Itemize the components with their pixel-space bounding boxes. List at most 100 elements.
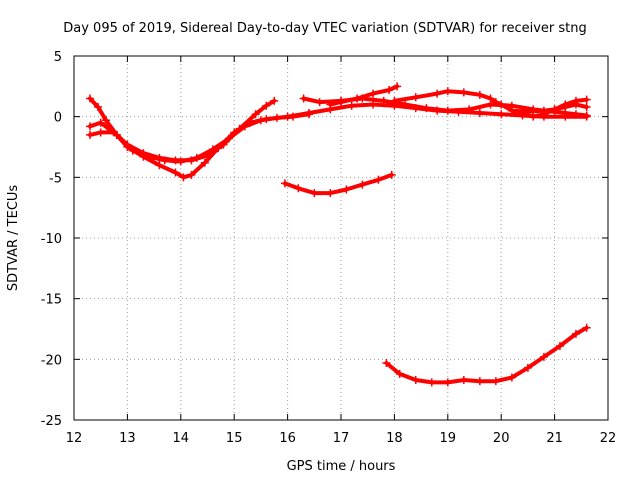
data-point <box>251 110 260 119</box>
x-tick-label: 13 <box>119 431 136 446</box>
data-point <box>523 363 532 372</box>
data-point <box>459 88 468 97</box>
data-point <box>465 105 474 114</box>
y-tick-label: 5 <box>54 50 62 65</box>
series-line <box>384 325 589 385</box>
data-point <box>288 112 297 121</box>
axis-ticks: 12 13 14 15 16 17 18 19 20 21 22 5 0 -5 -10 -15 -20 -25 <box>41 50 617 446</box>
data-point <box>256 116 265 125</box>
data-point <box>385 85 394 94</box>
data-point <box>443 87 452 96</box>
data-point <box>582 323 591 332</box>
series-line <box>282 172 394 196</box>
data-point <box>86 122 95 131</box>
data-point <box>411 375 420 384</box>
x-axis-label: GPS time / hours <box>287 459 396 474</box>
y-tick-label: -20 <box>41 353 62 368</box>
data-point <box>459 375 468 384</box>
data-point <box>342 185 351 194</box>
data-point <box>571 100 580 109</box>
x-tick-label: 19 <box>440 431 457 446</box>
data-point <box>294 184 303 193</box>
y-tick-label: 0 <box>54 111 62 126</box>
data-point <box>358 180 367 189</box>
data-point <box>160 156 169 165</box>
data-point <box>433 89 442 98</box>
data-point <box>523 107 532 116</box>
series-track-8 <box>280 170 396 198</box>
x-tick-label: 12 <box>66 431 83 446</box>
data-point <box>529 112 538 121</box>
series-track-3 <box>86 110 313 166</box>
x-tick-label: 21 <box>546 431 563 446</box>
data-point <box>304 110 313 119</box>
data-point <box>86 94 95 103</box>
data-point <box>443 378 452 387</box>
data-point <box>393 82 402 91</box>
data-point <box>507 373 516 382</box>
data-point <box>280 179 289 188</box>
data-point <box>96 128 105 137</box>
data-point <box>427 378 436 387</box>
data-point <box>550 105 559 114</box>
y-tick-label: -10 <box>41 232 62 247</box>
data-point <box>326 100 335 109</box>
x-tick-label: 15 <box>226 431 243 446</box>
data-point <box>475 377 484 386</box>
chart-title: Day 095 of 2019, Sidereal Day-to-day VTE… <box>63 21 587 36</box>
data-point <box>582 102 591 111</box>
data-point <box>200 158 209 167</box>
data-point <box>326 189 335 198</box>
data-point <box>497 110 506 119</box>
data-point <box>128 146 137 155</box>
data-point <box>390 96 399 105</box>
data-point <box>539 352 548 361</box>
data-point <box>262 101 271 110</box>
data-point <box>475 109 484 118</box>
series-track-9 <box>382 323 591 387</box>
data-point <box>315 98 324 107</box>
data-point <box>192 153 201 162</box>
data-point <box>102 116 111 125</box>
data-point <box>401 100 410 109</box>
data-point <box>353 94 362 103</box>
x-tick-label: 18 <box>386 431 403 446</box>
y-axis-label: SDTVAR / TECUs <box>6 185 21 292</box>
data-point <box>582 111 591 120</box>
data-traces <box>86 82 591 387</box>
data-point <box>94 102 103 111</box>
data-point <box>155 161 164 170</box>
data-point <box>571 110 580 119</box>
series-track-5 <box>326 82 402 109</box>
data-point <box>491 98 500 107</box>
data-point <box>369 89 378 98</box>
x-tick-label: 14 <box>173 431 190 446</box>
data-point <box>144 152 153 161</box>
data-point <box>176 157 185 166</box>
data-point <box>310 189 319 198</box>
data-point <box>299 94 308 103</box>
data-point <box>507 106 516 115</box>
data-point <box>582 95 591 104</box>
data-point <box>411 93 420 102</box>
data-point <box>240 122 249 131</box>
data-point <box>491 377 500 386</box>
data-point <box>387 170 396 179</box>
series-track-7 <box>507 100 591 116</box>
data-point <box>486 94 495 103</box>
data-point <box>374 175 383 184</box>
x-tick-label: 17 <box>333 431 350 446</box>
data-point <box>187 170 196 179</box>
data-point <box>382 358 391 367</box>
data-point <box>96 118 105 127</box>
data-point <box>561 102 570 111</box>
data-point <box>422 104 431 113</box>
data-point <box>443 106 452 115</box>
data-point <box>395 369 404 378</box>
data-point <box>112 130 121 139</box>
y-tick-label: -25 <box>41 414 62 429</box>
series-line <box>88 98 277 163</box>
data-point <box>272 113 281 122</box>
series-track-2 <box>86 96 279 165</box>
